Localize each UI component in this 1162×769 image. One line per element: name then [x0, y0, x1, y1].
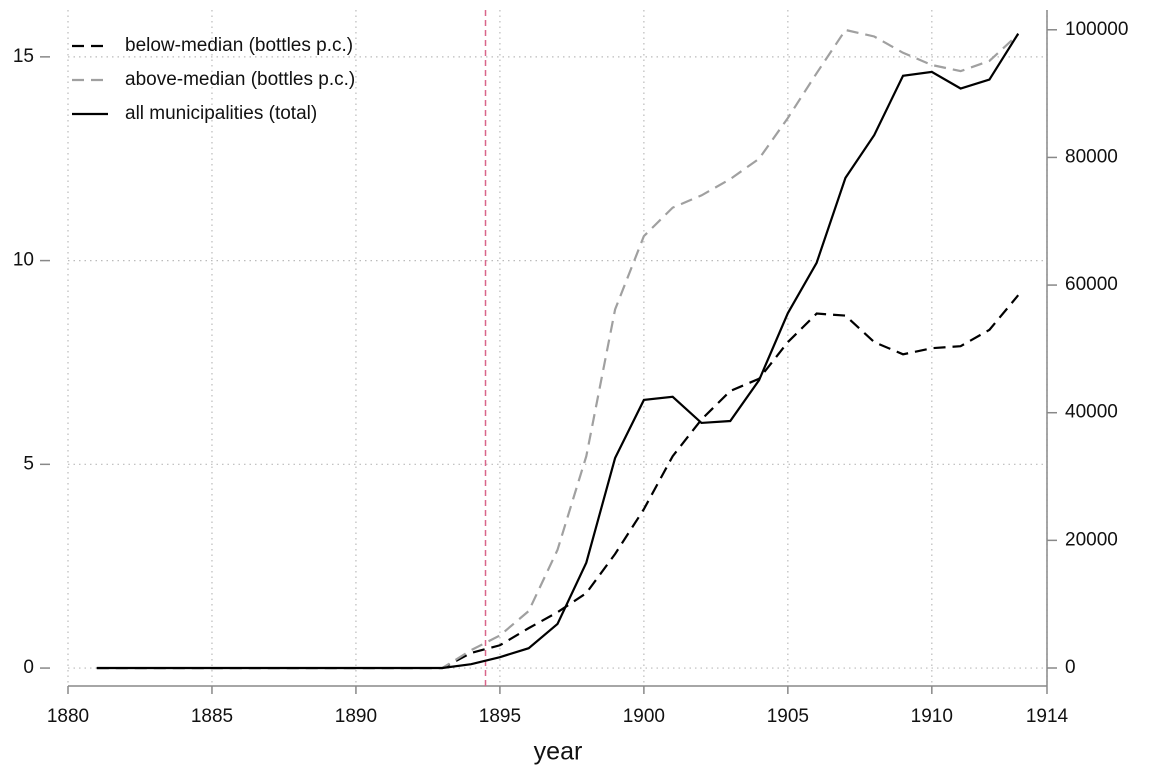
legend-label: above-median (bottles p.c.) — [125, 69, 355, 90]
y2-tick-label: 20000 — [1065, 529, 1118, 550]
x-tick-label: 1885 — [191, 706, 233, 727]
y2-tick-label: 100000 — [1065, 19, 1128, 40]
x-tick-label: 1905 — [767, 706, 809, 727]
series-line — [96, 294, 1020, 670]
y-tick-label: 10 — [13, 250, 34, 271]
series-line — [96, 33, 1020, 670]
y2-tick-label: 40000 — [1065, 402, 1118, 423]
y-tick-label: 0 — [23, 657, 34, 678]
x-axis-label: year — [534, 738, 583, 766]
legend-label: below-median (bottles p.c.) — [125, 35, 353, 56]
y-tick-label: 15 — [13, 46, 34, 67]
legend-label: all municipalities (total) — [125, 103, 317, 124]
y2-tick-label: 80000 — [1065, 146, 1118, 167]
x-tick-label: 1900 — [623, 706, 665, 727]
x-tick-label: 1895 — [479, 706, 521, 727]
y2-tick-label: 0 — [1065, 657, 1076, 678]
y2-tick-label: 60000 — [1065, 274, 1118, 295]
x-tick-label: 1910 — [911, 706, 953, 727]
y-tick-label: 5 — [23, 453, 34, 474]
x-tick-label: 1914 — [1026, 706, 1069, 727]
x-tick-label: 1880 — [47, 706, 89, 727]
x-tick-label: 1890 — [335, 706, 377, 727]
